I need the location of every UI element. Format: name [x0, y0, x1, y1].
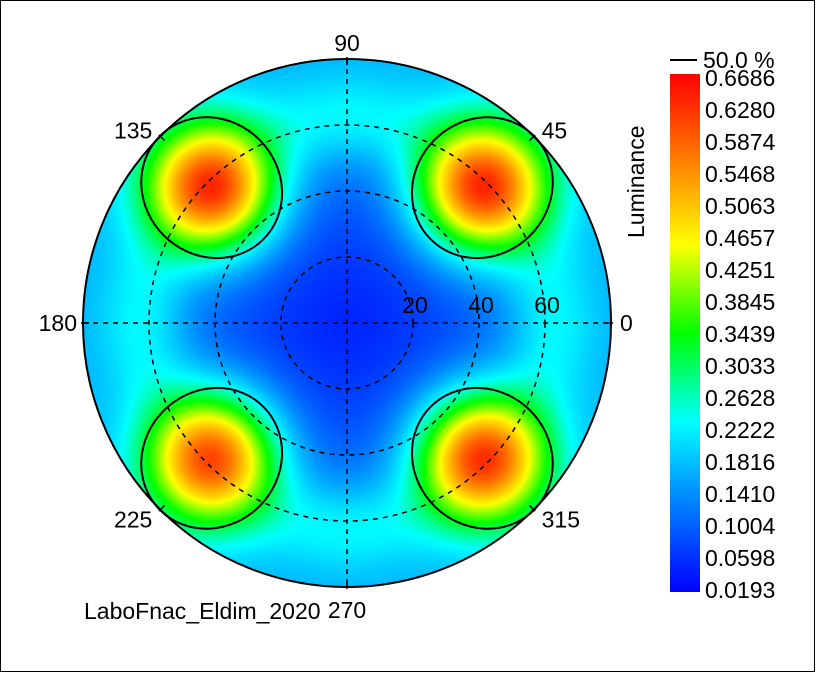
colorbar-title: Luminance [623, 125, 649, 238]
colorbar-tick-label: 0.6280 [705, 97, 775, 123]
angle-label-270: 270 [328, 597, 366, 623]
radial-label-20: 20 [402, 292, 428, 318]
colorbar-tick-label: 0.0193 [705, 577, 775, 603]
contour-legend-label: 50.0 % [703, 47, 775, 73]
angle-label-0: 0 [620, 310, 633, 336]
colorbar-tick-label: 0.5874 [705, 129, 776, 155]
angle-labels: 0 45 90 135 180 225 270 315 [39, 30, 633, 623]
angle-label-225: 225 [114, 507, 152, 533]
angle-label-180: 180 [39, 310, 77, 336]
angle-tick-225 [158, 504, 166, 512]
polar-grid [83, 59, 611, 587]
radial-label-40: 40 [468, 292, 494, 318]
radial-tick-labels: 20 40 60 [402, 292, 560, 318]
colorbar-tick-label: 0.4251 [705, 257, 775, 283]
radial-label-60: 60 [534, 292, 560, 318]
angle-label-315: 315 [542, 507, 580, 533]
angle-label-135: 135 [114, 117, 152, 143]
colorbar-tick-label: 0.4657 [705, 225, 775, 251]
colorbar-tick-label: 0.0598 [705, 545, 775, 571]
colorbar-tick-label: 0.1004 [705, 513, 776, 539]
colorbar-gradient [670, 74, 700, 592]
colorbar-tick-label: 0.5468 [705, 161, 775, 187]
colorbar-tick-label: 0.3439 [705, 321, 775, 347]
colorbar-tick-label: 0.2222 [705, 417, 775, 443]
angle-tick-45 [528, 134, 536, 142]
colorbar-tick-labels: 0.6686 0.6280 0.5874 0.5468 0.5063 0.4657 0.42… [705, 65, 776, 603]
colorbar-tick-label: 0.3033 [705, 353, 775, 379]
angle-label-90: 90 [334, 30, 360, 56]
colorbar-tick-label: 0.3845 [705, 289, 775, 315]
colorbar-tick-label: 0.5063 [705, 193, 775, 219]
angle-label-45: 45 [542, 117, 568, 143]
angle-tick-135 [158, 134, 166, 142]
colorbar-tick-label: 0.6686 [705, 65, 775, 91]
angle-tick-315 [528, 504, 536, 512]
caption: LaboFnac_Eldim_2020 [84, 598, 321, 624]
colorbar-tick-label: 0.2628 [705, 385, 775, 411]
colorbar: 50.0 % Luminance 0.6686 0.6280 0.5874 0.546… [623, 47, 776, 603]
colorbar-tick-label: 0.1410 [705, 481, 775, 507]
colorbar-tick-label: 0.1816 [705, 449, 775, 475]
